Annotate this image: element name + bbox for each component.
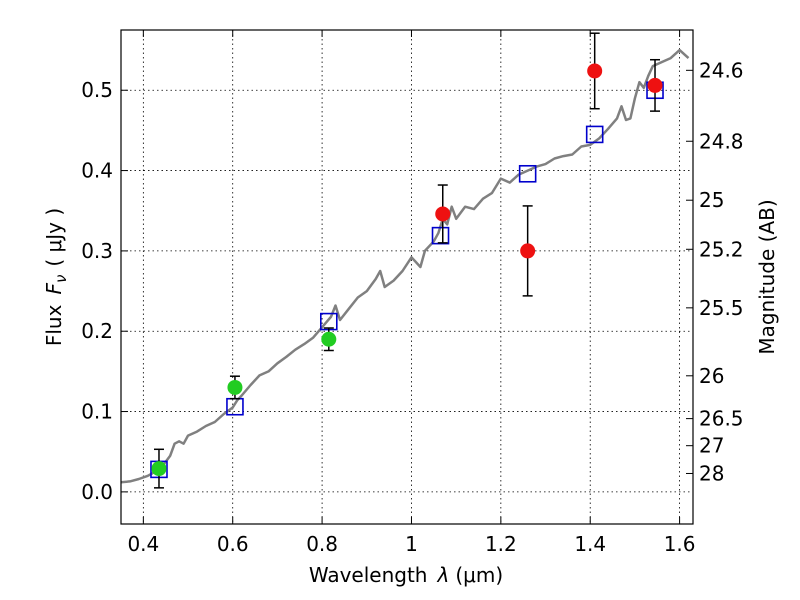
y-tick-label: 0.4: [81, 159, 113, 183]
x-tick-label: 1.4: [574, 532, 606, 556]
y-tick-label: 0.1: [81, 400, 113, 424]
y2-tick-label: 28: [699, 461, 724, 485]
observed-point: [227, 379, 243, 395]
observed-point: [151, 461, 167, 477]
y2-tick-label: 25: [699, 188, 724, 212]
x-tick-label: 0.6: [217, 532, 249, 556]
model-point-square: [431, 226, 450, 245]
model-point-square: [585, 125, 604, 144]
plot-frame: [120, 29, 694, 525]
x-tick-label: 0.4: [127, 532, 159, 556]
x-axis-label-symbol: λ: [437, 563, 450, 587]
plot-area: [121, 32, 690, 489]
y-tick-label: 0.2: [81, 319, 113, 343]
x-axis-label-text: Wavelength: [309, 563, 428, 587]
x-tick-label: 1.6: [664, 532, 696, 556]
x-tick-label: 0.8: [306, 532, 338, 556]
model-point-square: [226, 397, 244, 416]
observed-point: [321, 331, 337, 347]
y-axis-label-text: Flux: [42, 304, 66, 346]
y-axis-label: Flux Fν ( μJy ): [42, 208, 70, 346]
y2-tick-label: 25.5: [699, 296, 744, 320]
y-axis-label-subscript: ν: [52, 275, 70, 283]
grid-lines: [121, 30, 693, 524]
x-tick-label: 1.2: [485, 532, 517, 556]
axis-ticks: 0.4 0.6 0.8 1 1.2 1.4 1.6 0.0 0.1 0.2 0.3 0.4 0.5 24.…: [81, 30, 744, 556]
template-spectrum-line: [121, 48, 690, 484]
y-tick-label: 0.3: [81, 239, 113, 263]
y2-tick-label: 26: [699, 364, 724, 388]
observed-point: [587, 63, 603, 79]
x-axis-label: Wavelength λ (μm): [309, 563, 503, 587]
y-tick-label: 0.0: [81, 480, 113, 504]
observed-point: [520, 243, 536, 259]
x-tick-label: 1: [405, 532, 418, 556]
observed-point: [647, 77, 663, 93]
y2-tick-label: 24.8: [699, 129, 744, 153]
y-axis-label-symbol: F: [42, 283, 66, 295]
x-axis-label-unit: (μm): [455, 563, 503, 587]
y-tick-label: 0.5: [81, 78, 113, 102]
model-point-square: [518, 164, 537, 183]
y2-axis-label: Magnitude (AB): [755, 199, 779, 354]
y2-tick-label: 24.6: [699, 58, 744, 82]
y2-tick-label: 25.2: [699, 237, 744, 261]
y2-tick-label: 26.5: [699, 407, 744, 431]
y2-tick-label: 27: [699, 434, 724, 458]
observed-point: [435, 206, 451, 222]
y-axis-label-unit: ( μJy ): [42, 208, 66, 267]
